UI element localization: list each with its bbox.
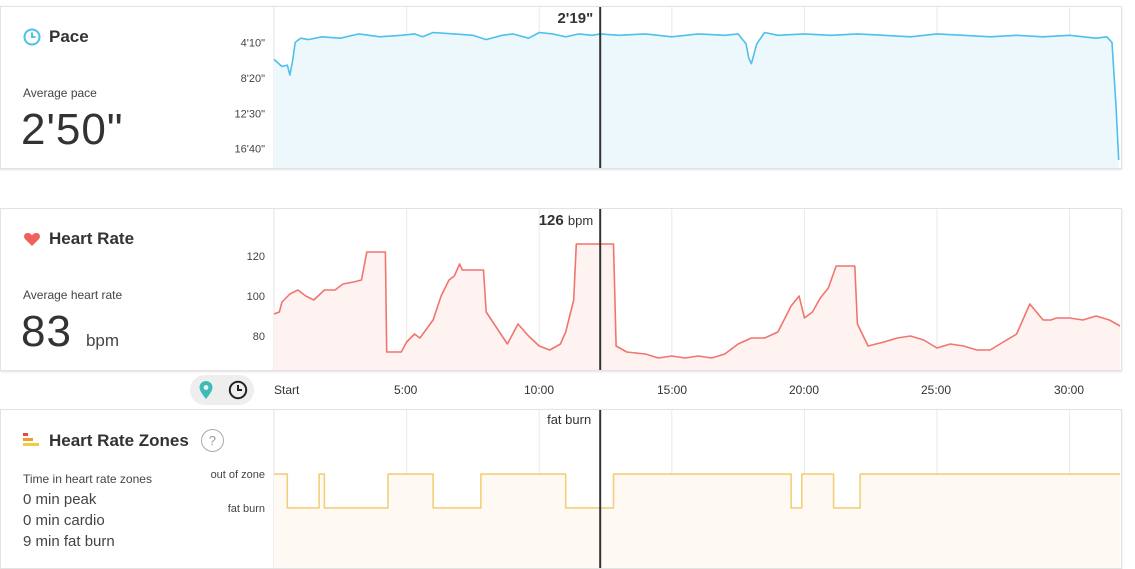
heart-rate-chart[interactable]: 120 100 80 126 bpm xyxy=(1,209,1122,371)
zones-bars-icon xyxy=(23,432,41,450)
y-tick-label: 80 xyxy=(253,331,265,343)
x-tick-label: 5:00 xyxy=(394,383,418,397)
x-tick-label: 30:00 xyxy=(1054,383,1085,397)
zone-fat-burn-time: 9 min fat burn xyxy=(23,533,115,550)
average-pace-value: 2'50" xyxy=(21,105,124,154)
map-pin-icon[interactable] xyxy=(195,379,217,401)
zones-title-text: Heart Rate Zones xyxy=(49,430,189,450)
series-line xyxy=(273,31,1120,161)
heart-rate-zones-card: Heart Rate Zones ? Time in heart rate zo… xyxy=(0,409,1122,569)
zones-cursor-label: fat burn xyxy=(547,412,591,427)
average-heart-rate-unit: bpm xyxy=(85,331,120,350)
series-area xyxy=(274,244,1120,370)
series-line xyxy=(273,243,1121,359)
y-tick-label: 100 xyxy=(247,291,265,303)
series-area xyxy=(274,474,1120,568)
y-tick-label: 8'20" xyxy=(241,73,265,85)
heart-rate-cursor-value: 126 xyxy=(539,212,568,229)
x-tick-label: 20:00 xyxy=(789,383,820,397)
x-tick-label: Start xyxy=(274,383,300,397)
view-toggle[interactable] xyxy=(190,375,254,405)
x-tick-label: 25:00 xyxy=(921,383,952,397)
clock-icon xyxy=(23,28,41,46)
heart-rate-cursor-label: 126 bpm xyxy=(539,212,594,229)
heart-rate-title-text: Heart Rate xyxy=(49,229,135,248)
y-tick-label: 16'40" xyxy=(235,144,266,156)
heart-rate-zones-chart[interactable]: fat burn out of zone fat burn xyxy=(1,410,1122,569)
x-tick-label: 15:00 xyxy=(657,383,688,397)
y-tick-label: fat burn xyxy=(228,503,265,515)
pace-chart[interactable]: 4'10" 8'20" 12'30" 16'40" 2'19" xyxy=(1,7,1122,169)
average-pace-label: Average pace xyxy=(23,86,97,100)
zones-title: Heart Rate Zones ? xyxy=(23,429,224,452)
y-tick-label: 120 xyxy=(247,251,265,263)
pace-cursor-label: 2'19" xyxy=(557,10,593,27)
average-heart-rate: 83 bpm xyxy=(21,307,119,357)
pace-card: Pace Average pace 2'50" 4'10" 8'20" 12'30"… xyxy=(0,6,1122,169)
help-icon[interactable]: ? xyxy=(200,429,224,452)
heart-rate-title: Heart Rate xyxy=(23,229,134,249)
average-heart-rate-value: 83 xyxy=(21,307,72,356)
y-tick-label: 4'10" xyxy=(241,37,265,49)
series-area xyxy=(274,32,1119,168)
y-tick-label: 12'30" xyxy=(235,108,266,120)
series-line xyxy=(274,473,1120,509)
zone-peak-time: 0 min peak xyxy=(23,491,97,508)
heart-rate-card: Heart Rate Average heart rate 83 bpm 120 1… xyxy=(0,208,1122,371)
pace-title: Pace xyxy=(23,27,89,47)
zones-summary-label: Time in heart rate zones xyxy=(23,472,152,486)
pace-title-text: Pace xyxy=(49,27,89,46)
heart-rate-cursor-unit: bpm xyxy=(568,213,593,228)
heart-icon xyxy=(23,230,41,248)
average-heart-rate-label: Average heart rate xyxy=(23,288,123,302)
zone-cardio-time: 0 min cardio xyxy=(23,512,105,529)
x-tick-label: 10:00 xyxy=(524,383,555,397)
y-tick-label: out of zone xyxy=(211,469,265,481)
clock-icon[interactable] xyxy=(227,379,249,401)
